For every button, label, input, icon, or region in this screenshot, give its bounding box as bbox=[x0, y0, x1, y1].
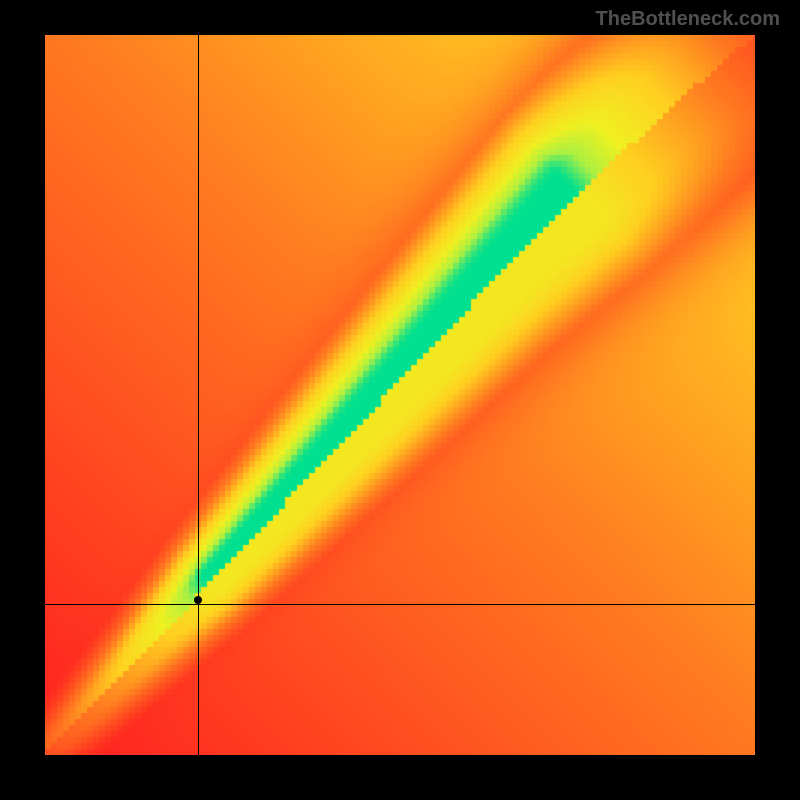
watermark-text: TheBottleneck.com bbox=[596, 8, 780, 31]
marker-dot bbox=[194, 596, 202, 604]
heatmap-canvas bbox=[45, 35, 755, 755]
crosshair-vertical bbox=[198, 35, 199, 755]
crosshair-horizontal bbox=[45, 604, 755, 605]
heatmap-plot-area bbox=[45, 35, 755, 755]
